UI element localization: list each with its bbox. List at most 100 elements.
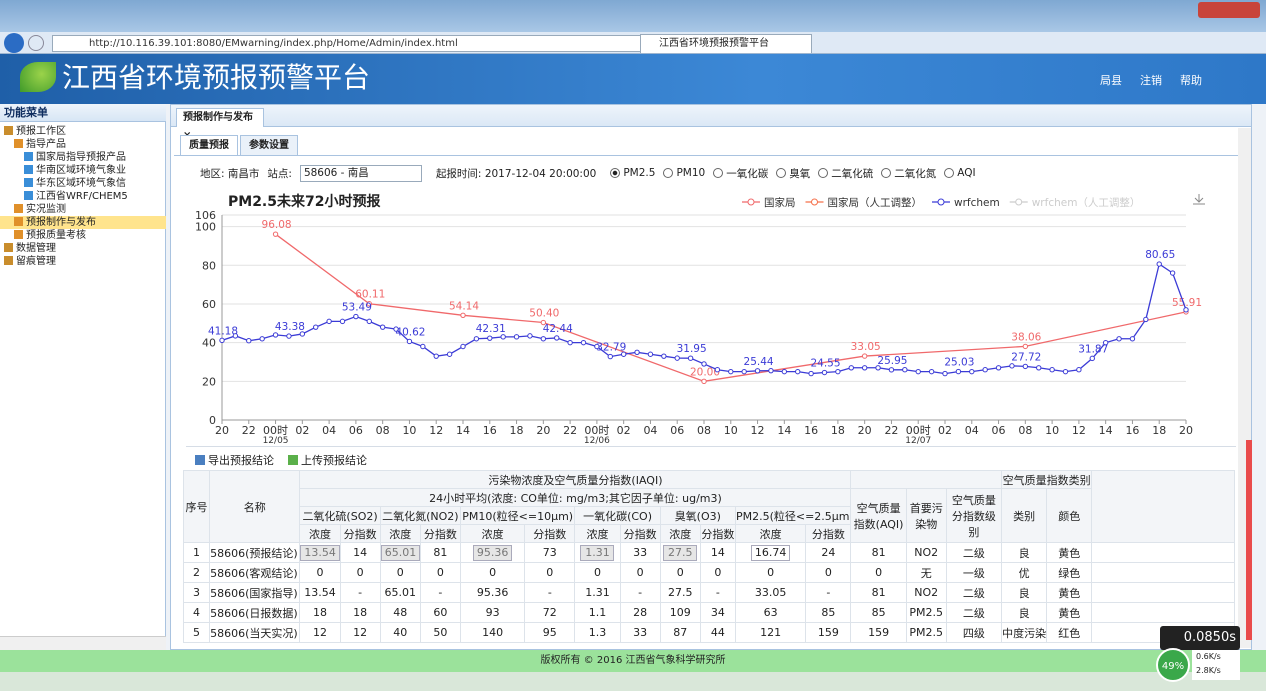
sidebar-scrollbar[interactable] <box>0 636 166 650</box>
menu-label: 实况监测 <box>26 204 66 215</box>
data-label: 24.55 <box>810 358 840 370</box>
data-cell: 绿色 <box>1046 562 1093 583</box>
point <box>982 367 988 373</box>
x-tick-label: 12 <box>429 424 443 437</box>
radio[interactable] <box>610 168 621 178</box>
menu-item[interactable]: 留痕管理 <box>0 255 166 268</box>
input-box[interactable]: 1.31 <box>580 544 615 561</box>
radio[interactable] <box>663 168 674 178</box>
point <box>313 324 319 330</box>
subtab[interactable]: 参数设置 <box>240 135 298 155</box>
point <box>299 331 306 337</box>
header-cell: 浓度 <box>659 524 701 543</box>
radio-option[interactable]: 二氧化硫 <box>818 166 873 181</box>
menu-item[interactable]: 华南区域环境气象业 <box>0 164 166 177</box>
data-cell: 33 <box>619 542 661 563</box>
radio-option[interactable]: 二氧化氮 <box>881 166 936 181</box>
point <box>875 365 881 371</box>
header-link[interactable]: 帮助 <box>1180 74 1202 87</box>
header-link[interactable]: 局县 <box>1100 74 1122 87</box>
x-tick-label: 00时 12/07 <box>905 424 931 446</box>
point <box>1009 363 1015 369</box>
data-cell: 27.5 <box>659 542 701 563</box>
data-cell: PM2.5 <box>905 602 947 623</box>
menu-item[interactable]: 江西省WRF/CHEM5 <box>0 190 166 203</box>
input-box[interactable]: 65.01 <box>381 544 420 561</box>
header-cell: 空气质量指数类别 <box>1001 470 1093 489</box>
point <box>366 318 372 325</box>
data-cell: 二级 <box>945 542 1003 563</box>
radio-option[interactable]: PM10 <box>663 167 705 179</box>
header-cell <box>850 470 1003 489</box>
data-cell <box>1091 562 1235 583</box>
x-tick-label: 20 <box>215 424 229 437</box>
header-cell: 序号 <box>183 470 211 543</box>
data-cell: 33.05 <box>734 582 807 603</box>
toolbar: 导出预报结论 上传预报结论 <box>195 452 367 468</box>
menu-item[interactable]: 指导产品 <box>0 138 166 151</box>
legend-marker <box>811 198 818 206</box>
point <box>259 336 265 342</box>
radio-option[interactable]: 一氧化碳 <box>713 166 768 181</box>
point <box>232 333 239 339</box>
main-tab[interactable]: 预报制作与发布 × <box>176 108 264 141</box>
toolbar-icon <box>195 455 205 465</box>
input-box[interactable]: 16.74 <box>750 544 791 561</box>
toolbar-button[interactable]: 上传预报结论 <box>288 452 367 468</box>
region: 地区: 南昌市 <box>200 167 260 180</box>
header-cell: 浓度 <box>299 524 341 543</box>
back-button[interactable] <box>4 33 24 53</box>
radio-option[interactable]: PM2.5 <box>610 167 655 179</box>
data-label: 60.11 <box>355 289 385 301</box>
radio-option[interactable]: AQI <box>944 167 976 179</box>
radio[interactable] <box>944 168 955 178</box>
point <box>1156 261 1162 267</box>
input-box[interactable]: 27.5 <box>663 544 698 561</box>
subtab-strip: 质量预报 参数设置 <box>174 135 1238 156</box>
window-buttons[interactable] <box>1198 2 1260 18</box>
menu-item[interactable]: 华东区域环境气象信 <box>0 177 166 190</box>
data-cell: 0 <box>805 562 852 583</box>
header-link[interactable]: 注销 <box>1140 74 1162 87</box>
point <box>487 335 493 341</box>
radio[interactable] <box>776 168 787 178</box>
menu-item[interactable]: 数据管理 <box>0 242 166 255</box>
subtab[interactable]: 质量预报 <box>180 135 238 155</box>
data-cell: 1.31 <box>574 582 621 603</box>
point <box>634 349 640 356</box>
app-title: 江西省环境预报预警平台 <box>62 61 371 94</box>
input-box[interactable]: 13.54 <box>300 544 340 561</box>
data-cell: 二级 <box>945 582 1003 603</box>
station-select[interactable]: 58606 - 南昌 <box>299 164 422 182</box>
browser-tab[interactable]: 江西省环境预报预警平台 <box>640 34 812 53</box>
radio[interactable] <box>818 168 829 178</box>
data-cell: 良 <box>1001 602 1048 623</box>
radio[interactable] <box>713 168 724 178</box>
menu-item[interactable]: 实况监测 <box>0 203 166 216</box>
data-cell: 3 <box>183 582 211 603</box>
data-cell: 14 <box>699 542 736 563</box>
menu-item[interactable]: 预报制作与发布 <box>0 216 166 229</box>
menu-item[interactable]: 预报质量考核 <box>0 229 166 242</box>
point <box>754 368 761 374</box>
data-cell: 58606(客观结论) <box>209 562 301 583</box>
radio-option[interactable]: 臭氧 <box>776 166 810 181</box>
point <box>272 231 279 237</box>
legend-label: wrfchem <box>954 197 1000 209</box>
menu-item[interactable]: 预报工作区 <box>0 125 166 138</box>
x-tick-label: 20 <box>536 424 550 437</box>
point <box>781 368 788 375</box>
radio[interactable] <box>881 168 892 178</box>
forward-button[interactable] <box>28 35 44 51</box>
data-cell: 73 <box>524 542 576 563</box>
data-cell: 红色 <box>1046 622 1093 643</box>
menu-item[interactable]: 国家局指导预报产品 <box>0 151 166 164</box>
toolbar-button[interactable]: 导出预报结论 <box>195 452 274 468</box>
x-tick-label: 10 <box>402 424 416 437</box>
input-box[interactable]: 95.36 <box>472 544 513 561</box>
header-cell: 颜色 <box>1046 488 1093 543</box>
download-icon <box>1193 194 1205 205</box>
point <box>1169 270 1176 276</box>
address-bar[interactable]: http://10.116.39.101:8080/EMwarning/inde… <box>52 35 642 52</box>
point <box>219 337 225 344</box>
